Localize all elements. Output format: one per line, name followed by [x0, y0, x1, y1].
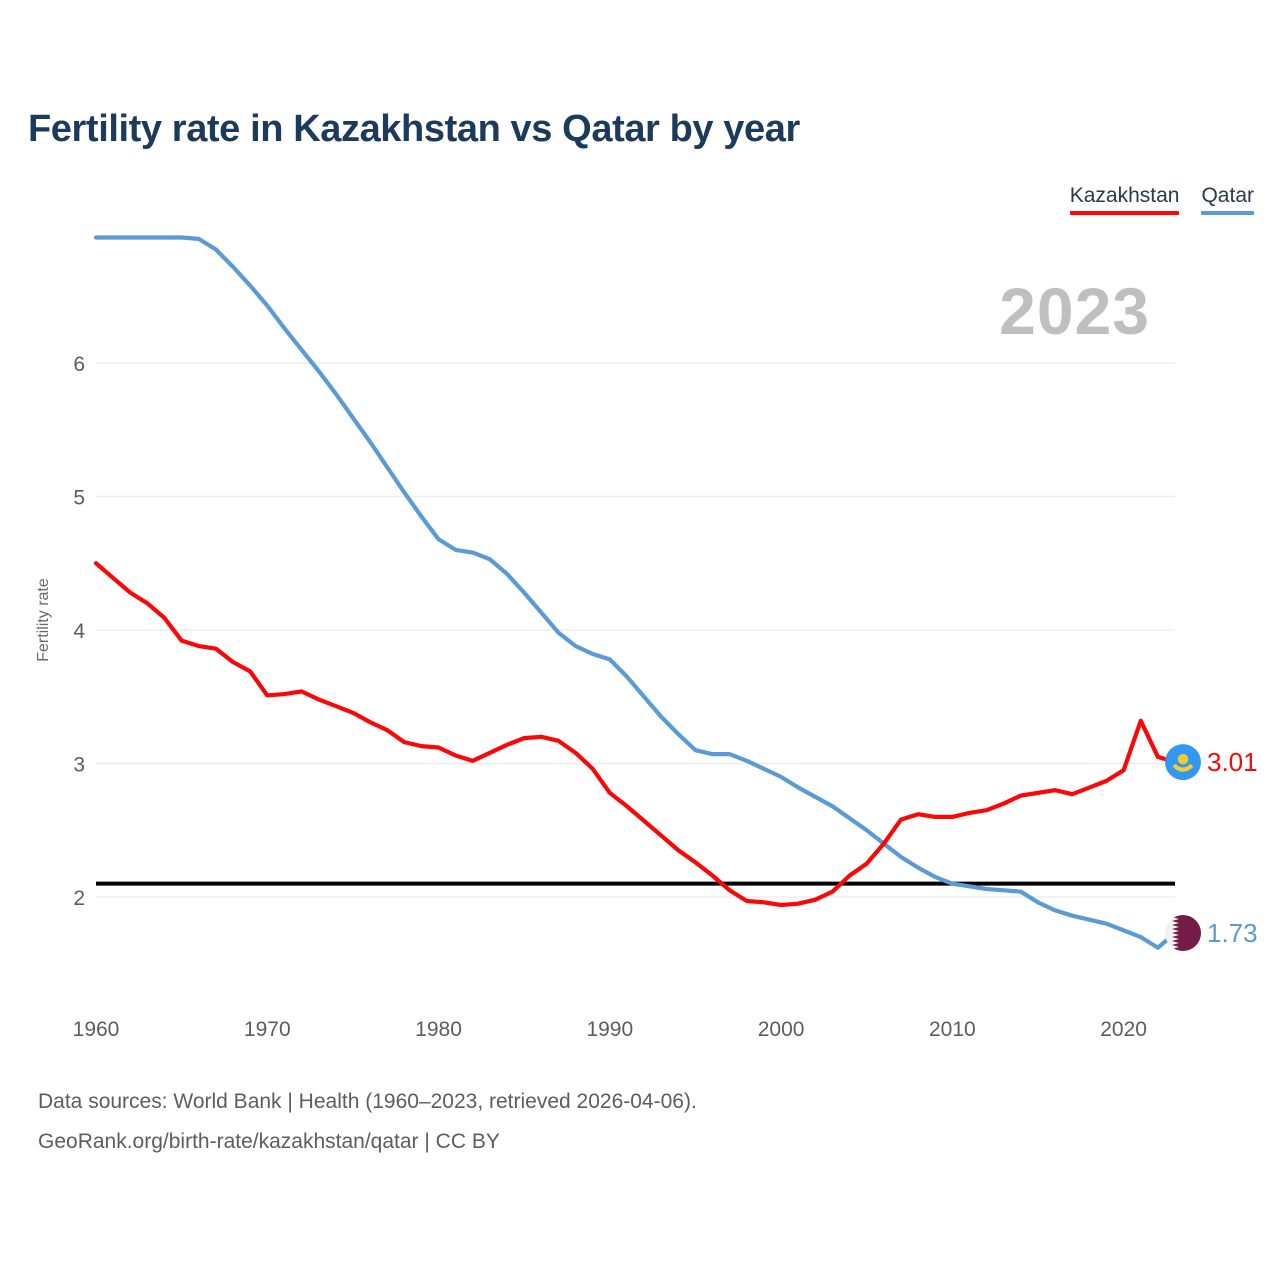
- legend-label-qatar: Qatar: [1201, 184, 1254, 207]
- page-title: Fertility rate in Kazakhstan vs Qatar by…: [28, 108, 800, 150]
- qatar-flag-icon: [1165, 915, 1201, 952]
- gridlines: [96, 362, 1175, 898]
- x-tick-label: 1990: [586, 1018, 633, 1041]
- line-chart: 2 3 4 5 6 1960 1970 1980 1990 2000 2010 2020 Ferti…: [35, 235, 1258, 1041]
- footer-attribution: GeoRank.org/birth-rate/kazakhstan/qatar …: [38, 1130, 500, 1153]
- legend-color-swatch-qatar: [1201, 211, 1254, 215]
- y-tick-label: 3: [73, 754, 85, 777]
- x-tick-label: 2020: [1100, 1018, 1147, 1041]
- x-axis-tick-labels: 1960 1970 1980 1990 2000 2010 2020: [73, 1018, 1147, 1041]
- kazakhstan-flag-icon: [1165, 744, 1201, 781]
- x-tick-label: 1980: [415, 1018, 462, 1041]
- x-tick-label: 2010: [929, 1018, 976, 1041]
- kazakhstan-end-value: 3.01: [1207, 747, 1258, 777]
- x-tick-label: 2000: [758, 1018, 805, 1041]
- qatar-end-value: 1.73: [1207, 918, 1258, 948]
- x-tick-label: 1960: [73, 1018, 120, 1041]
- legend-color-swatch-kazakhstan: [1069, 211, 1180, 215]
- y-tick-label: 2: [73, 887, 85, 910]
- y-tick-label: 5: [73, 487, 85, 510]
- footer-data-sources: Data sources: World Bank | Health (1960–…: [38, 1090, 697, 1113]
- y-tick-label: 6: [73, 353, 85, 376]
- legend-label-kazakhstan: Kazakhstan: [1069, 184, 1180, 207]
- legend-item-kazakhstan[interactable]: Kazakhstan: [1069, 184, 1180, 215]
- chart-legend: Kazakhstan Qatar: [1069, 184, 1254, 215]
- y-axis-tick-labels: 2 3 4 5 6: [73, 353, 85, 910]
- series-line-kazakhstan: [93, 561, 1178, 908]
- x-tick-label: 1970: [244, 1018, 291, 1041]
- y-tick-label: 4: [73, 620, 85, 643]
- footer: Data sources: World Bank | Health (1960–…: [38, 1082, 697, 1162]
- legend-item-qatar[interactable]: Qatar: [1201, 184, 1254, 215]
- series-line-qatar: [93, 235, 1178, 950]
- y-axis-title: Fertility rate: [35, 578, 52, 662]
- year-badge: 2023: [999, 274, 1150, 348]
